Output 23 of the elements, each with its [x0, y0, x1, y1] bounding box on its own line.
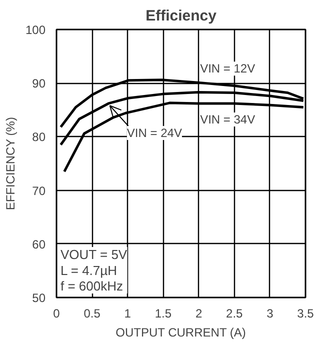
x-tick-label: 1: [124, 306, 132, 320]
series-label: VIN = 34V: [200, 112, 256, 126]
x-tick-label: 2: [195, 306, 202, 320]
x-tick-label: 3.5: [297, 306, 314, 320]
series-label: VIN = 12V: [200, 62, 256, 76]
y-axis-title: EFFICIENCY (%): [3, 117, 18, 210]
x-tick-label: 2.5: [226, 306, 244, 320]
y-tick-label: 100: [25, 23, 46, 37]
x-tick-label: 0: [53, 306, 60, 320]
annotation: L = 4.7µH: [60, 262, 118, 278]
legend-label: VIN = 24V: [126, 126, 182, 140]
x-axis-title: OUTPUT CURRENT (A): [116, 326, 246, 340]
x-tick-label: 1.5: [154, 306, 172, 320]
x-tick-label: 3: [266, 306, 274, 320]
y-tick-label: 50: [32, 291, 46, 305]
y-tick-label: 60: [32, 237, 46, 252]
y-tick-label: 70: [32, 184, 46, 198]
annotation: VOUT = 5V: [60, 247, 128, 262]
chart-title: Efficiency: [146, 8, 218, 24]
y-tick-label: 90: [32, 76, 46, 91]
y-tick-label: 80: [32, 130, 46, 144]
annotation: f = 600kHz: [60, 278, 124, 294]
x-tick-label: 0.5: [84, 306, 101, 320]
